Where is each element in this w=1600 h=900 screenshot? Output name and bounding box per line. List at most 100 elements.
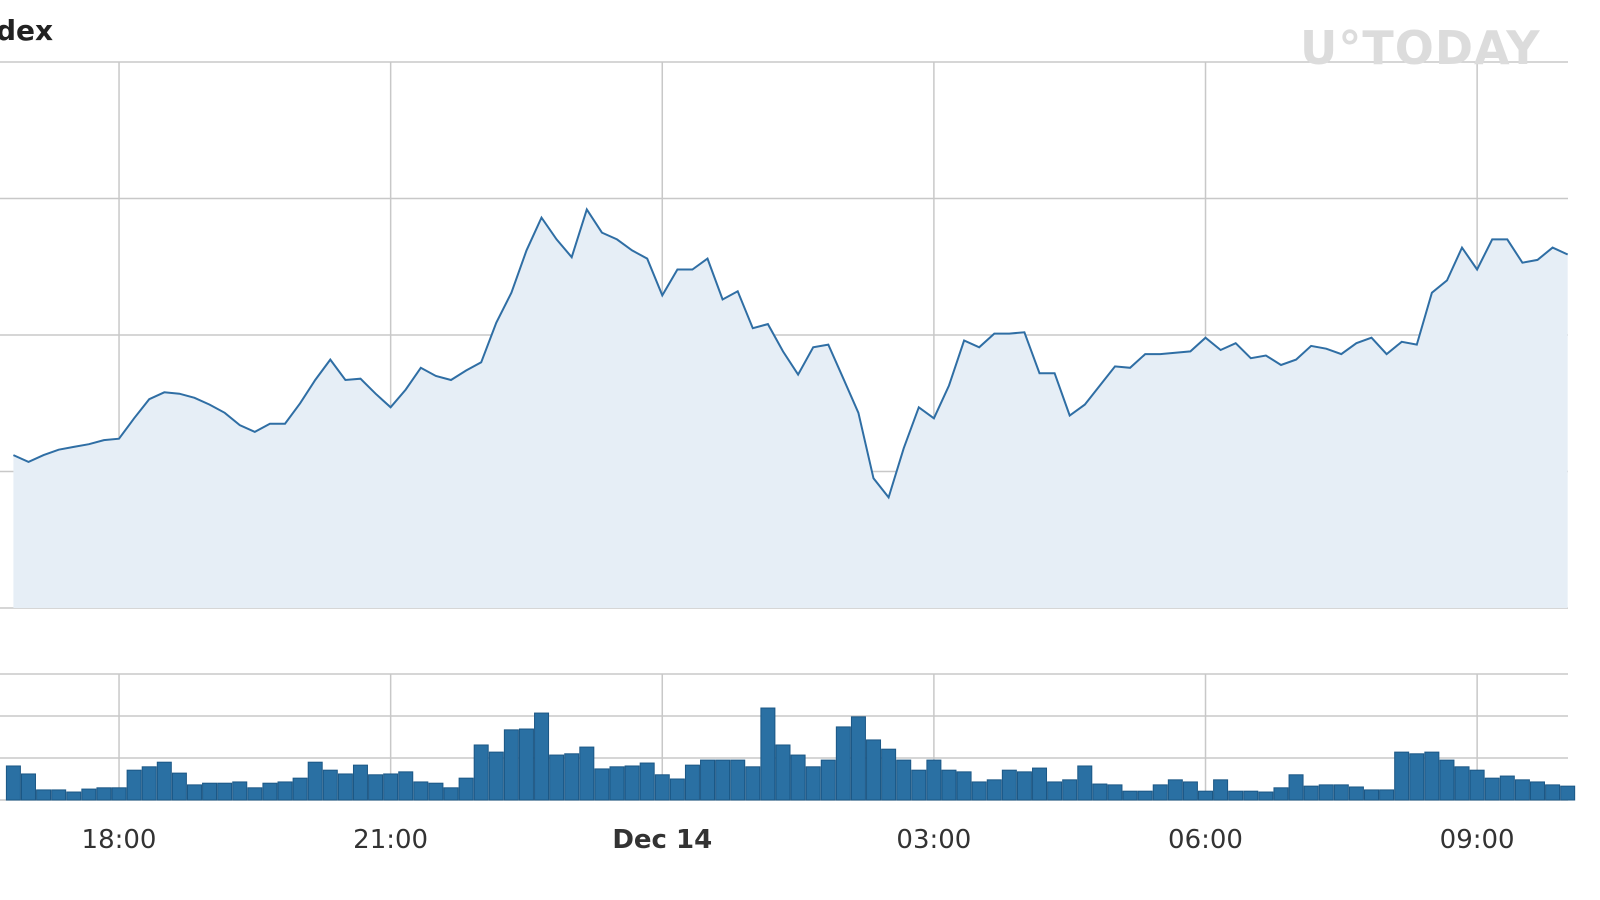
bar <box>413 781 429 801</box>
bar <box>5 765 21 801</box>
bar <box>790 754 806 801</box>
bar <box>1122 790 1138 801</box>
bar <box>36 789 52 801</box>
bar <box>1258 791 1274 801</box>
bar <box>1137 790 1153 801</box>
bar <box>549 754 565 801</box>
bar <box>684 764 700 801</box>
bar <box>368 774 384 801</box>
bar <box>941 769 957 801</box>
bar <box>1167 779 1183 801</box>
bar <box>896 759 912 801</box>
bar <box>337 773 353 801</box>
bar <box>564 753 580 801</box>
bar <box>1092 783 1108 801</box>
bar <box>1424 751 1440 801</box>
bar <box>1303 785 1319 801</box>
plot-layer: 18:00 21:00 Dec 14 03:00 06:00 09:00 <box>0 61 1576 855</box>
x-tick-label: 09:00 <box>1440 825 1515 855</box>
bar <box>111 787 127 801</box>
bar <box>473 744 489 801</box>
bar <box>579 746 595 801</box>
bar <box>971 781 987 801</box>
bar <box>1409 753 1425 801</box>
bar <box>171 772 187 801</box>
bar <box>820 759 836 801</box>
bar <box>1364 789 1379 801</box>
bar <box>1348 786 1364 801</box>
bar <box>503 729 519 801</box>
x-tick-label: Dec 14 <box>612 825 712 855</box>
bar <box>1273 787 1289 801</box>
bar <box>1198 790 1214 801</box>
bar <box>20 773 36 801</box>
bar <box>398 771 414 801</box>
bar <box>654 774 670 801</box>
bar <box>443 787 459 801</box>
bar <box>247 787 263 801</box>
bar <box>805 766 821 801</box>
bar <box>66 791 82 801</box>
bar <box>428 782 444 801</box>
bar <box>1560 785 1576 801</box>
bar <box>1016 771 1032 801</box>
bar <box>926 759 942 801</box>
bar <box>277 781 293 801</box>
x-tick-label: 06:00 <box>1168 825 1243 855</box>
bar <box>262 782 278 801</box>
bar <box>383 773 399 801</box>
area-fill <box>13 209 1568 608</box>
bar <box>232 781 248 801</box>
bar <box>96 787 112 801</box>
bar <box>1379 789 1395 801</box>
bar <box>1077 765 1093 801</box>
bar <box>1484 777 1500 801</box>
bar <box>745 766 761 801</box>
bar <box>1228 790 1244 801</box>
bar <box>1047 781 1063 801</box>
bar <box>1032 767 1048 801</box>
bar <box>518 728 534 801</box>
bar <box>1394 751 1410 801</box>
bar <box>1288 774 1304 801</box>
bar <box>1514 779 1530 801</box>
bar <box>352 764 368 801</box>
bar <box>156 761 172 801</box>
bar <box>911 769 927 801</box>
bar <box>186 784 202 801</box>
bar <box>715 759 731 801</box>
bar <box>956 771 972 801</box>
bar <box>1318 784 1334 801</box>
bar <box>1333 784 1349 801</box>
bar <box>1062 779 1078 801</box>
bar <box>141 766 157 801</box>
bar <box>1107 784 1123 801</box>
bar <box>1213 779 1229 801</box>
bar <box>488 751 504 801</box>
bar <box>760 707 776 801</box>
bar <box>202 782 218 801</box>
bar <box>986 779 1002 801</box>
bar <box>1529 781 1545 801</box>
bar <box>835 726 851 801</box>
x-tick-label: 21:00 <box>353 825 428 855</box>
bar <box>1545 784 1561 801</box>
bar <box>1152 784 1168 801</box>
line <box>12 207 1569 500</box>
bar <box>1439 759 1455 801</box>
bar <box>126 769 142 801</box>
bar <box>51 789 67 801</box>
bar <box>1454 766 1470 801</box>
bar <box>850 716 866 801</box>
bar <box>534 712 550 801</box>
chart-title: dex <box>0 14 53 47</box>
bar <box>700 759 716 801</box>
bar <box>81 788 97 801</box>
bar <box>881 748 897 801</box>
bar <box>669 778 685 801</box>
bar <box>730 759 746 801</box>
bar <box>775 744 791 801</box>
bar <box>458 777 474 801</box>
